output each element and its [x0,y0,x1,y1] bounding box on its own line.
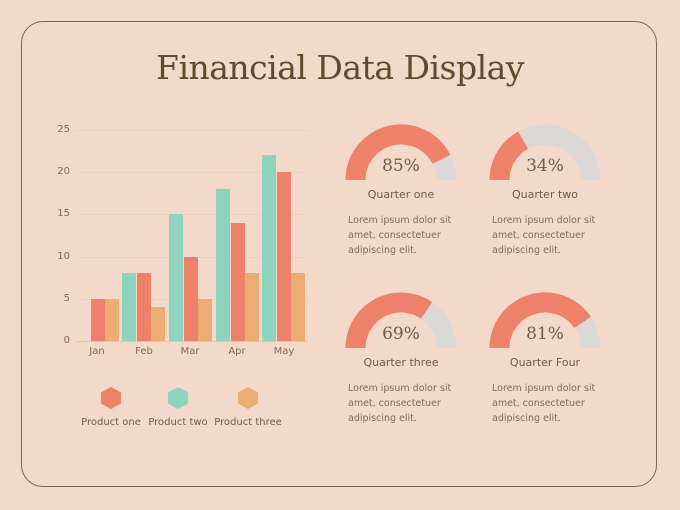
x-tick: Apr [228,346,246,357]
bar-product-three-feb [151,307,165,341]
bar-product-two-apr [216,189,230,341]
gauge-fill [489,292,591,349]
bar-product-one-may [276,172,291,341]
legend-item-product-three: Product three [208,387,288,428]
gauge-quarter-three: 69% Quarter three Lorem ipsum dolor sit … [336,292,466,426]
gauge-description: Lorem ipsum dolor sit amet, consectetuer… [492,215,596,256]
y-tick: 20 [57,166,70,177]
gauge-arc [345,124,457,181]
x-tick: May [273,346,295,357]
gauge-fill [345,124,451,181]
hexagon-icon [238,387,258,409]
legend-item-product-one: Product one [71,387,151,428]
hexagon-icon [168,387,188,409]
gauge-arc [345,292,457,349]
y-tick: 10 [57,251,70,262]
gauge-fill [489,131,529,181]
gauge-quarter-two: 34% Quarter two Lorem ipsum dolor sit am… [480,124,610,258]
bar-product-three-may [291,273,305,341]
gauge-quarter-four: 81% Quarter Four Lorem ipsum dolor sit a… [480,292,610,426]
gauge-quarter-one: 85% Quarter one Lorem ipsum dolor sit am… [336,124,466,258]
slide-card [21,21,657,487]
hexagon-icon [101,387,121,409]
x-tick: Jan [89,346,105,357]
gauge-arc [489,124,601,181]
gridline [76,172,308,173]
bar-product-two-mar [169,214,183,341]
gridline [76,130,308,131]
gauge-label: Quarter one [367,188,435,201]
bar-product-one-jan [90,298,105,341]
gauge-description: Lorem ipsum dolor sit amet, consectetuer… [348,215,452,256]
bar-product-two-may [262,155,276,341]
gauge-fill [345,292,433,349]
bar-product-three-apr [245,273,259,341]
gauge-percent: 34% [526,156,564,176]
gridline [76,214,308,215]
gauge-label: Quarter two [511,188,579,201]
x-tick: Feb [135,346,153,357]
bar-product-one-apr [230,222,245,341]
x-tick: Mar [180,346,200,357]
gauge-label: Quarter Four [509,356,581,369]
gauge-description: Lorem ipsum dolor sit amet, consectetuer… [348,383,452,424]
page-title: Financial Data Display [156,48,524,87]
bar-product-two-feb [122,273,136,341]
legend-label: Product two [148,417,208,428]
gauge-percent: 69% [382,324,420,344]
bar-product-three-mar [198,298,212,341]
gauge-label: Quarter three [363,356,439,369]
gauge-percent: 85% [382,156,420,176]
gauge-description: Lorem ipsum dolor sit amet, consectetuer… [492,383,596,424]
bar-chart: 25 20 15 10 5 0 Jan Feb Mar Apr May Prod… [0,0,330,440]
bar-product-three-jan [105,298,119,341]
bar-product-one-feb [136,273,151,341]
y-tick: 15 [57,208,70,219]
y-tick: 25 [57,124,70,135]
y-tick: 0 [63,335,70,346]
y-tick: 5 [63,293,70,304]
gauge-percent: 81% [526,324,564,344]
gauge-arc [489,292,601,349]
legend-label: Product one [81,417,141,428]
legend-label: Product three [214,417,282,428]
bar-product-one-mar [183,256,198,341]
legend-item-product-two: Product two [138,387,218,428]
x-axis-line [76,341,308,342]
